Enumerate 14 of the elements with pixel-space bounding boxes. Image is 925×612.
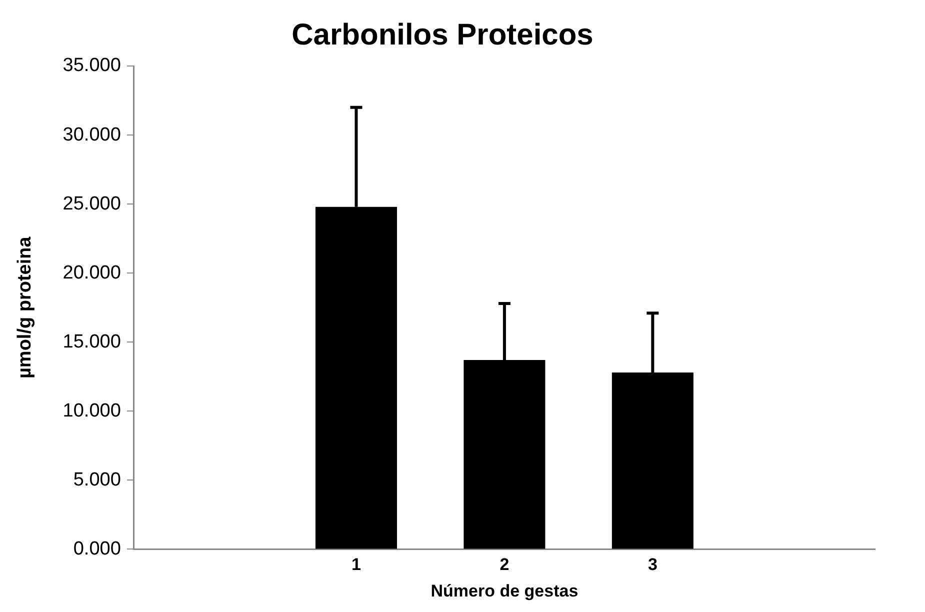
y-tick-label: 10.000 <box>62 400 121 422</box>
y-tick-label: 25.000 <box>62 193 121 214</box>
y-tick-label: 20.000 <box>62 262 121 284</box>
x-tick-label: 2 <box>500 555 510 574</box>
x-tick-label: 3 <box>648 555 658 574</box>
chart-title: Carbonilos Proteicos <box>292 18 594 52</box>
y-tick-label: 0.000 <box>73 538 121 560</box>
y-tick-label: 15.000 <box>62 331 121 352</box>
y-tick-label: 5.000 <box>73 469 121 490</box>
x-tick-label: 1 <box>352 555 361 574</box>
y-axis-title: µmol/g proteina <box>14 236 36 379</box>
y-tick-label: 35.000 <box>62 55 121 76</box>
x-axis-title: Número de gestas <box>430 581 578 600</box>
y-tick-label: 30.000 <box>62 124 121 146</box>
